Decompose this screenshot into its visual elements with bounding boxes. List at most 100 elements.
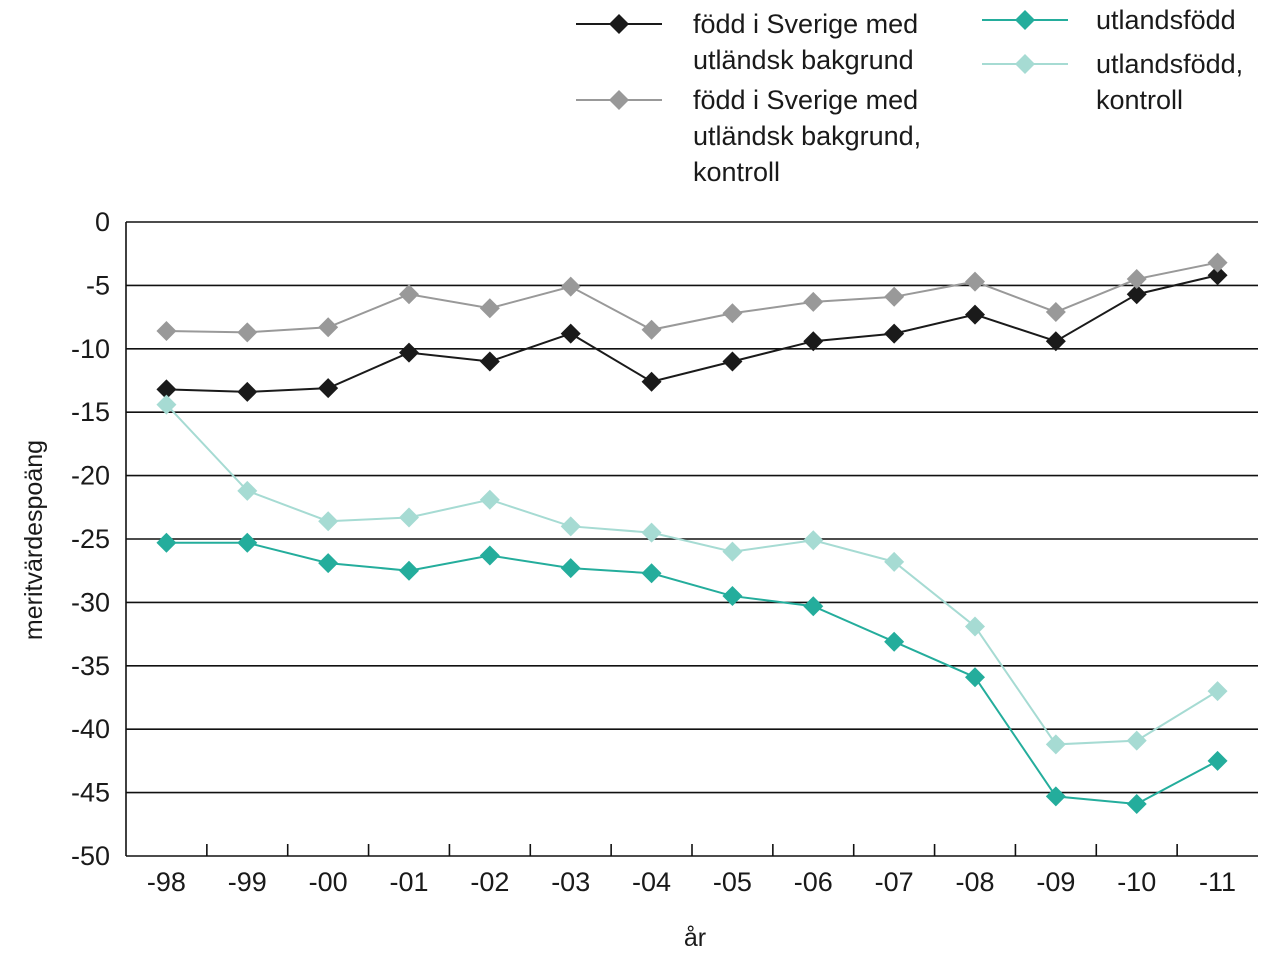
data-point: [156, 321, 177, 342]
legend-item-2: född i Sverige med utländsk bakgrund, kont…: [576, 85, 921, 187]
legend-label: utlandsfödd, kontroll: [1096, 49, 1243, 115]
data-point: [1045, 302, 1066, 323]
data-point: [1045, 734, 1066, 755]
y-tick-label: -20: [71, 461, 110, 491]
y-tick-label: -10: [71, 334, 110, 364]
data-point: [722, 303, 743, 324]
x-axis-title: år: [684, 924, 706, 952]
data-point: [399, 507, 419, 528]
data-point: [156, 532, 177, 553]
data-point: [318, 378, 339, 399]
data-point: [1126, 269, 1147, 290]
series-3: [156, 532, 1228, 815]
x-tick-label: -99: [228, 867, 267, 897]
legend-label-line: utländsk bakgrund,: [693, 121, 921, 151]
data-point: [965, 271, 985, 292]
y-tick-label: -15: [71, 397, 110, 427]
legend-label: utlandsfödd: [1096, 5, 1236, 35]
legend-marker: [1015, 54, 1035, 74]
data-point: [318, 317, 339, 338]
data-point: [399, 560, 419, 581]
data-point: [641, 319, 662, 340]
data-point: [237, 532, 258, 553]
data-point: [399, 284, 419, 305]
data-point: [237, 381, 258, 402]
legend-item-3: utlandsfödd: [982, 5, 1236, 35]
series-line: [166, 274, 1218, 393]
data-point: [156, 379, 177, 400]
x-tick-label: -07: [875, 867, 914, 897]
data-point: [560, 516, 581, 537]
data-point: [803, 291, 824, 312]
series-line: [165, 403, 1219, 746]
data-point: [884, 323, 905, 344]
legend-label-line: född i Sverige med: [693, 9, 918, 39]
data-point: [1045, 331, 1066, 352]
data-point: [722, 586, 743, 607]
y-tick-label: -40: [71, 714, 110, 744]
data-point: [237, 322, 258, 343]
legend-label-line: utlandsfödd: [1096, 5, 1236, 35]
x-tick-label: -06: [794, 867, 833, 897]
data-point: [1045, 786, 1066, 807]
y-tick-label: -35: [71, 651, 110, 681]
data-point: [641, 563, 662, 584]
legend-label: född i Sverige med utländsk bakgrund, kont…: [693, 85, 921, 187]
y-tick-label: -5: [86, 270, 110, 300]
x-tick-label: -05: [713, 867, 752, 897]
legend-label-line: utlandsfödd,: [1096, 49, 1243, 79]
legend: född i Sverige med utländsk bakgrund född …: [576, 5, 1243, 187]
x-tick-label: -08: [955, 867, 994, 897]
data-point: [1126, 730, 1147, 751]
y-tick-label: 0: [95, 207, 110, 237]
data-point: [1207, 252, 1228, 273]
data-point: [884, 286, 905, 307]
series-1: [156, 265, 1228, 402]
data-point: [1207, 681, 1228, 702]
legend-label-line: utländsk bakgrund: [693, 45, 914, 75]
gridlines: [126, 221, 1258, 857]
data-point: [884, 551, 905, 572]
legend-marker: [609, 14, 629, 34]
x-axis-ticks: -98 -99 -00 -01 -02 -03 -04 -05 -06 -07 -08 -09 -10 -…: [147, 867, 1236, 897]
series-line: [166, 541, 1219, 806]
data-point: [318, 511, 339, 532]
data-point: [1126, 284, 1147, 305]
legend-marker: [609, 90, 629, 110]
y-axis-ticks: 0 -5 -10 -15 -20 -25 -30 -35 -40 -45 -50: [71, 207, 110, 871]
data-point: [641, 371, 662, 392]
x-tick-label: -00: [309, 867, 348, 897]
data-series: [156, 252, 1228, 815]
series-4: [156, 394, 1228, 755]
data-point: [803, 331, 824, 352]
y-tick-label: -50: [71, 841, 110, 871]
axes: [125, 222, 1178, 856]
legend-marker: [1015, 10, 1035, 30]
data-point: [965, 304, 985, 325]
data-point: [722, 351, 743, 372]
x-tick-label: -01: [389, 867, 428, 897]
y-tick-label: -25: [71, 524, 110, 554]
data-point: [156, 394, 177, 415]
data-point: [1207, 750, 1228, 771]
data-point: [479, 298, 500, 319]
legend-label-line: kontroll: [1096, 85, 1183, 115]
data-point: [803, 596, 824, 617]
legend-item-4: utlandsfödd, kontroll: [982, 49, 1243, 115]
data-point: [479, 351, 500, 372]
data-point: [560, 276, 581, 297]
data-point: [1207, 265, 1228, 286]
data-point: [237, 480, 258, 501]
data-point: [318, 553, 339, 574]
x-tick-label: -02: [470, 867, 509, 897]
data-point: [884, 631, 905, 652]
x-tick-label: -09: [1036, 867, 1075, 897]
x-tick-label: -98: [147, 867, 186, 897]
y-axis-title: meritvärdespoäng: [20, 440, 48, 640]
data-point: [1126, 794, 1147, 815]
data-point: [641, 522, 662, 543]
x-tick-label: -04: [632, 867, 671, 897]
x-tick-label: -10: [1117, 867, 1156, 897]
x-tick-label: -11: [1199, 867, 1236, 897]
